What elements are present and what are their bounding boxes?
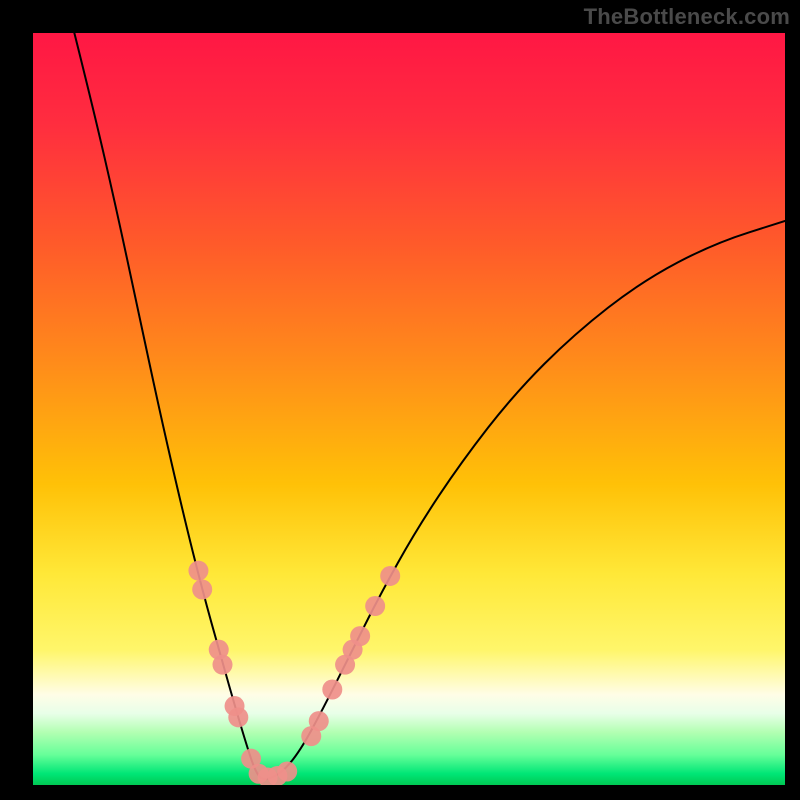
data-marker: [365, 596, 385, 616]
data-marker: [309, 711, 329, 731]
data-marker: [322, 680, 342, 700]
gradient-background: [33, 33, 785, 785]
data-marker: [380, 566, 400, 586]
data-marker: [350, 626, 370, 646]
plot-svg: [33, 33, 785, 785]
data-marker: [192, 579, 212, 599]
chart-frame: TheBottleneck.com: [0, 0, 800, 800]
data-marker: [228, 707, 248, 727]
plot-area: [33, 33, 785, 785]
watermark-text: TheBottleneck.com: [584, 4, 790, 30]
data-marker: [277, 761, 297, 781]
data-marker: [188, 561, 208, 581]
data-marker: [213, 655, 233, 675]
